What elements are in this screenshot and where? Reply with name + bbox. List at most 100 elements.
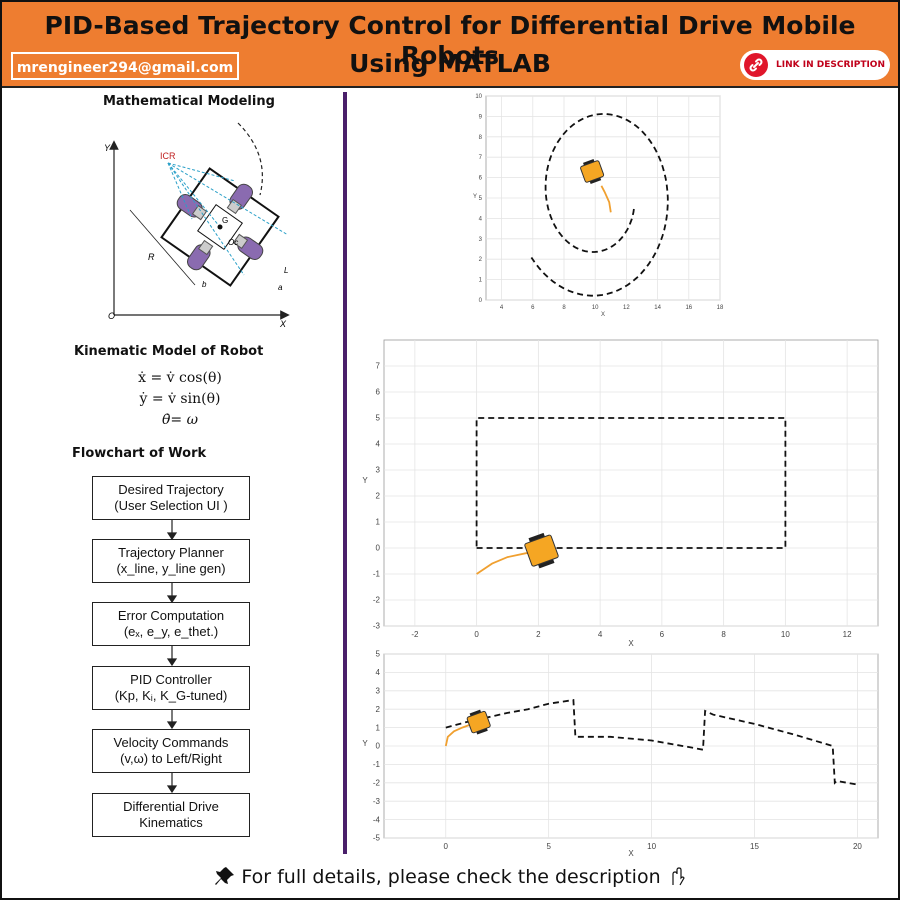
y-tick-label: 6 (376, 388, 381, 397)
flow-step-error-computation: Error Computation (eₓ, e_y, e_thet.) (92, 602, 250, 646)
y-tick-label: 3 (376, 466, 381, 475)
r-dimension (129, 209, 196, 286)
y-tick-label: 5 (479, 196, 483, 202)
flow-step-pid-controller: PID Controller (Kp, Kᵢ, K_G-tuned) (92, 666, 250, 710)
y-tick-label: 3 (376, 686, 381, 695)
y-tick-label: -3 (373, 797, 381, 806)
x-tick-label: 8 (562, 305, 566, 311)
x-tick-label: 14 (654, 305, 661, 311)
robot-model-diagram: Y X O ICR R b L a G Oc (104, 122, 290, 329)
l-label: L (284, 266, 288, 275)
y-tick-label: 7 (376, 362, 381, 371)
actual-path (444, 723, 473, 747)
y-tick-label: -4 (373, 815, 381, 824)
x-tick-label: 10 (647, 842, 656, 851)
equation-y: ẏ = v̇ sin(θ) (139, 391, 221, 407)
flow-step-title: Velocity Commands (113, 735, 229, 750)
robot-chassis (524, 534, 559, 567)
flow-step-detail: (eₓ, e_y, e_thet.) (123, 624, 219, 639)
robot-marker (580, 159, 605, 184)
y-tick-label: -2 (373, 778, 381, 787)
x-tick-label: 8 (721, 630, 726, 639)
y-axis-label: Y (362, 739, 368, 748)
x-tick-label: 2 (536, 630, 541, 639)
page-title-line2: Using MATLAB (349, 49, 551, 78)
robot-marker (466, 709, 491, 735)
flow-step-desired-trajectory: Desired Trajectory (User Selection UI ) (92, 476, 250, 520)
piecewise-trajectory-plot: 0 5 10 15 20 -5 -4 -3 -2 -1 0 1 2 3 4 5 X Y (362, 650, 879, 858)
a-label: a (278, 283, 283, 292)
reference-path (445, 698, 858, 786)
x-tick-label: 5 (546, 842, 551, 851)
diagram-y-label: Y (104, 143, 111, 153)
y-tick-label: 2 (376, 492, 381, 501)
y-tick-label: -1 (373, 570, 381, 579)
flowchart-arrows (166, 520, 178, 794)
y-tick-label: -5 (373, 834, 381, 843)
flow-step-trajectory-planner: Trajectory Planner (x_line, y_line gen) (92, 539, 250, 583)
diagram-origin-label: O (108, 311, 115, 321)
x-tick-label: 6 (531, 305, 535, 311)
icr-lines (167, 162, 289, 276)
x-tick-label: 4 (598, 630, 603, 639)
y-tick-label: 1 (376, 518, 381, 527)
y-axis-label: Y (473, 194, 477, 200)
y-tick-label: 9 (479, 114, 483, 120)
y-tick-label: 2 (479, 257, 483, 263)
y-tick-label: -2 (373, 596, 381, 605)
pointing-down-hand-icon (672, 867, 685, 886)
flow-step-differential-drive: Differential Drive Kinematics (92, 793, 250, 837)
y-tick-label: 4 (479, 216, 483, 222)
page-title-line1: PID-Based Trajectory Control for Differe… (44, 11, 856, 70)
footer-text: For full details, please check the descr… (241, 866, 661, 888)
diagram-x-label: X (279, 319, 287, 329)
link-label: LINK IN DESCRIPTION (776, 60, 885, 70)
pushpin-icon (215, 867, 235, 885)
flow-step-title: PID Controller (130, 672, 212, 687)
link-chain-icon (744, 53, 768, 77)
x-axis-label: X (628, 639, 634, 648)
reference-path (530, 113, 669, 297)
modeling-title: Mathematical Modeling (103, 94, 275, 109)
x-tick-label: 0 (474, 630, 479, 639)
email-label: mrengineer294@gmail.com (11, 52, 239, 80)
y-tick-label: 10 (475, 94, 482, 100)
x-tick-label: 20 (853, 842, 862, 851)
x-tick-label: 4 (500, 305, 504, 311)
robot-wheel (537, 558, 555, 569)
header-banner: PID-Based Trajectory Control for Differe… (2, 2, 898, 88)
x-tick-label: 10 (781, 630, 790, 639)
x-axis-label: X (628, 849, 634, 858)
flow-step-velocity-commands: Velocity Commands (v,ω) to Left/Right (92, 729, 250, 773)
flow-step-detail: (Kp, Kᵢ, K_G-tuned) (114, 688, 228, 703)
robot-wheel (528, 532, 546, 543)
y-tick-label: 5 (376, 414, 381, 423)
y-tick-label: 4 (376, 668, 381, 677)
x-tick-label: -2 (411, 630, 419, 639)
g-label: G (222, 216, 228, 225)
y-tick-label: -3 (373, 622, 381, 631)
flow-step-title: Trajectory Planner (118, 545, 224, 560)
y-tick-label: 0 (376, 742, 381, 751)
y-tick-label: 6 (479, 176, 483, 182)
kinematic-title: Kinematic Model of Robot (74, 344, 264, 359)
x-tick-label: 12 (843, 630, 852, 639)
y-tick-label: 0 (479, 298, 483, 304)
flow-step-detail: (v,ω) to Left/Right (120, 751, 222, 766)
flow-step-detail: Kinematics (139, 815, 203, 830)
robot-chassis (466, 710, 491, 734)
plot-area (383, 339, 879, 627)
actual-path (600, 185, 612, 213)
reference-path (475, 417, 787, 549)
link-in-description-badge[interactable]: LINK IN DESCRIPTION (740, 50, 890, 80)
x-tick-label: 12 (623, 305, 630, 311)
equation-theta: θ̇= ω (161, 412, 199, 428)
y-tick-label: 3 (479, 237, 483, 243)
equation-x: ẋ = v̇ cos(θ) (138, 370, 222, 386)
x-tick-label: 6 (660, 630, 665, 639)
center-point (217, 224, 223, 230)
oc-label: Oc (228, 238, 238, 247)
